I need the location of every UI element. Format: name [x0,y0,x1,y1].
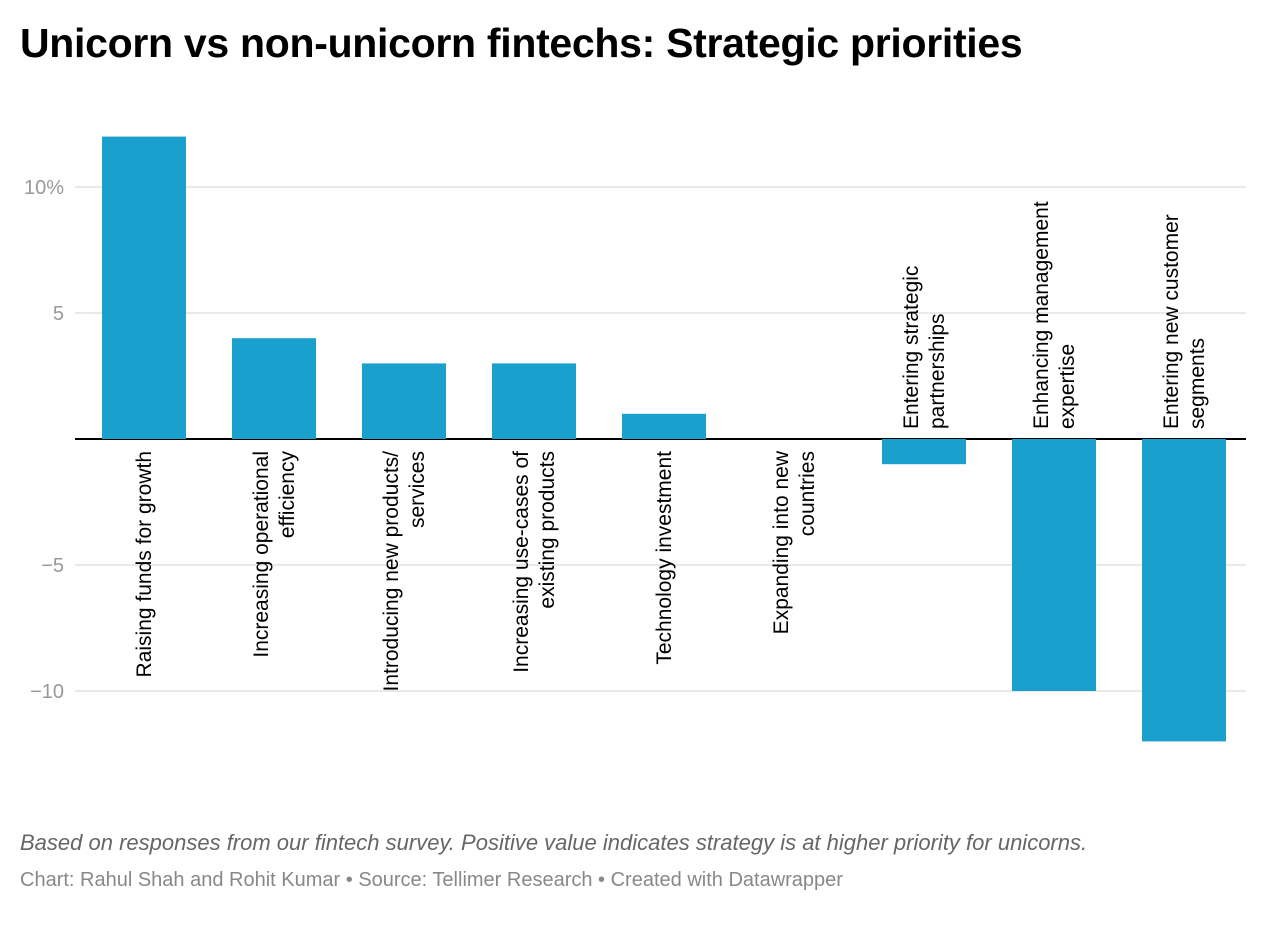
category-label-line: Enhancing management [1030,201,1053,429]
category-label: Raising funds for growth [133,451,156,677]
category-label-line: Entering new customer [1160,214,1183,429]
category-label-line: expertise [1056,344,1079,429]
category-label: Technology investment [653,451,676,665]
bar [492,363,576,439]
chart-title: Unicorn vs non-unicorn fintechs: Strateg… [20,20,1023,66]
category-label-line: countries [796,451,819,536]
category-label-line: efficiency [276,451,299,539]
bar [622,413,706,439]
footer-separator: • [340,869,359,891]
category-label-line: Introducing new products/ [380,451,403,692]
y-tick-label: 5 [53,303,64,325]
category-label-line: Expanding into new [770,450,793,634]
source-credit: Source: Tellimer Research [358,869,593,891]
svg-text:Technology investment: Technology investment [653,451,676,665]
category-label-line: existing products [536,451,559,609]
category-label-line: partnerships [926,313,949,429]
footer-separator: • [592,869,611,891]
svg-text:Raising funds for growth: Raising funds for growth [133,451,156,677]
category-label-line: services [406,451,429,528]
chart-credit: Chart: Rahul Shah and Rohit Kumar [20,869,341,891]
bar [102,136,186,439]
category-label: Enhancing management expertise [1030,201,1079,429]
category-label: Expanding into new countries [770,450,819,634]
category-label-line: Increasing use-cases of [510,451,533,673]
chart-note: Based on responses from our fintech surv… [20,830,1088,855]
chart-footer: Chart: Rahul Shah and Rohit Kumar • Sour… [20,869,843,892]
svg-text:Introducing new products/servi: Introducing new products/services [380,451,429,692]
bar [362,363,446,439]
category-label-line: Technology investment [653,451,676,665]
category-label: Entering new customer segments [1160,214,1209,429]
category-label-line: Increasing operational [250,451,273,658]
category-label-line: Entering strategic [900,266,923,429]
y-tick-label: −10 [30,681,64,703]
bar [232,338,316,439]
category-label: Increasing operational efficiency [250,451,299,658]
bar [1012,439,1096,691]
category-label-line: Raising funds for growth [133,451,156,677]
category-label: Introducing new products/services [380,451,429,692]
category-labels: Raising funds for growth Increasing opera… [133,201,1209,691]
y-tick-label: 10% [24,177,64,199]
bars [102,136,1226,742]
bar [882,439,966,465]
bar-chart: 10% 5 −5 −10 Raising funds for growth Increa… [24,136,1246,742]
category-label: Entering strategic partnerships [900,266,949,429]
bar [1142,439,1226,742]
created-with: Created with Datawrapper [610,869,843,891]
y-tick-label: −5 [41,555,64,577]
category-label-line: segments [1186,338,1209,429]
category-label: Increasing use-cases of existing products [510,451,559,673]
